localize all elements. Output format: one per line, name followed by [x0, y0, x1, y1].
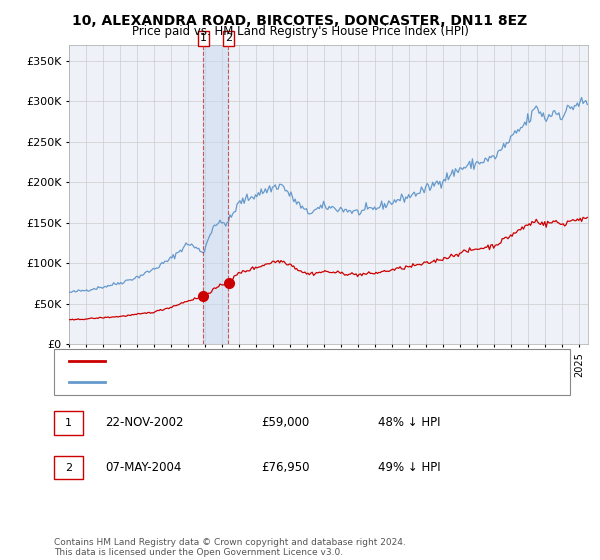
Text: 1: 1 — [65, 418, 72, 428]
Text: 07-MAY-2004: 07-MAY-2004 — [105, 461, 181, 474]
Text: 2: 2 — [65, 463, 72, 473]
Text: 10, ALEXANDRA ROAD, BIRCOTES, DONCASTER, DN11 8EZ: 10, ALEXANDRA ROAD, BIRCOTES, DONCASTER,… — [73, 14, 527, 28]
Text: 2: 2 — [225, 33, 232, 43]
Text: Contains HM Land Registry data © Crown copyright and database right 2024.
This d: Contains HM Land Registry data © Crown c… — [54, 538, 406, 557]
Text: 48% ↓ HPI: 48% ↓ HPI — [378, 416, 440, 430]
Text: Price paid vs. HM Land Registry's House Price Index (HPI): Price paid vs. HM Land Registry's House … — [131, 25, 469, 38]
Text: 49% ↓ HPI: 49% ↓ HPI — [378, 461, 440, 474]
Text: 22-NOV-2002: 22-NOV-2002 — [105, 416, 184, 430]
Text: HPI: Average price, detached house, Bassetlaw: HPI: Average price, detached house, Bass… — [112, 377, 358, 387]
Text: £59,000: £59,000 — [261, 416, 309, 430]
Text: 10, ALEXANDRA ROAD, BIRCOTES, DONCASTER, DN11 8EZ (detached house): 10, ALEXANDRA ROAD, BIRCOTES, DONCASTER,… — [112, 356, 513, 366]
Text: 1: 1 — [200, 33, 207, 43]
Text: £76,950: £76,950 — [261, 461, 310, 474]
Bar — [203, 45, 229, 344]
